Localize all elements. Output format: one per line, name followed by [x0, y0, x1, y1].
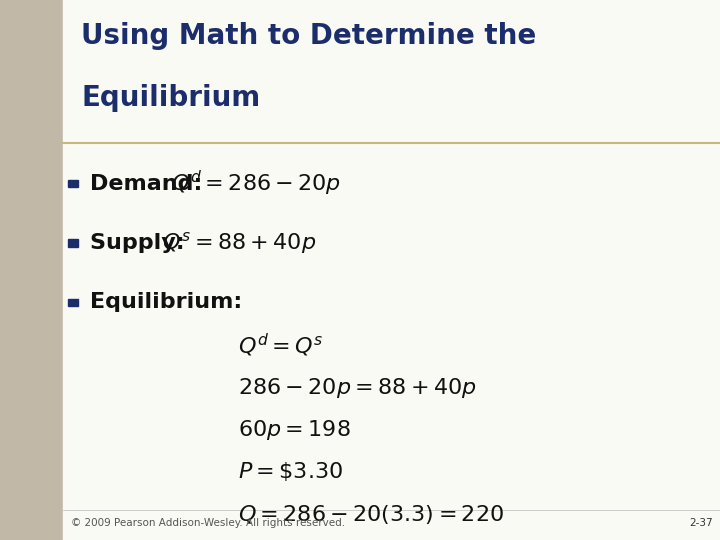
Bar	[68, 299, 78, 306]
Text: 2-37: 2-37	[689, 518, 713, 528]
Text: $60p = 198$: $60p = 198$	[238, 418, 351, 442]
Text: $Q^d = Q^s$: $Q^d = Q^s$	[238, 332, 323, 359]
Bar	[68, 180, 78, 187]
Text: Supply:: Supply:	[90, 233, 192, 253]
Text: © 2009 Pearson Addison-Wesley. All rights reserved.: © 2009 Pearson Addison-Wesley. All right…	[71, 518, 345, 528]
Bar	[0, 0, 63, 540]
Text: $Q^d = 286 - 20p$: $Q^d = 286 - 20p$	[171, 169, 341, 198]
Bar	[68, 239, 78, 246]
Text: $Q^s = 88 + 40p$: $Q^s = 88 + 40p$	[162, 230, 316, 256]
Text: Using Math to Determine the: Using Math to Determine the	[81, 22, 536, 50]
Text: Equilibrium:: Equilibrium:	[90, 292, 242, 313]
Text: Demand:: Demand:	[90, 173, 210, 194]
Text: $Q = 286 - 20(3.3) = 220$: $Q = 286 - 20(3.3) = 220$	[238, 503, 504, 525]
Text: $P = \$3.30$: $P = \$3.30$	[238, 461, 343, 483]
Text: Equilibrium: Equilibrium	[81, 84, 261, 112]
Text: $286 - 20p = 88 + 40p$: $286 - 20p = 88 + 40p$	[238, 376, 476, 400]
